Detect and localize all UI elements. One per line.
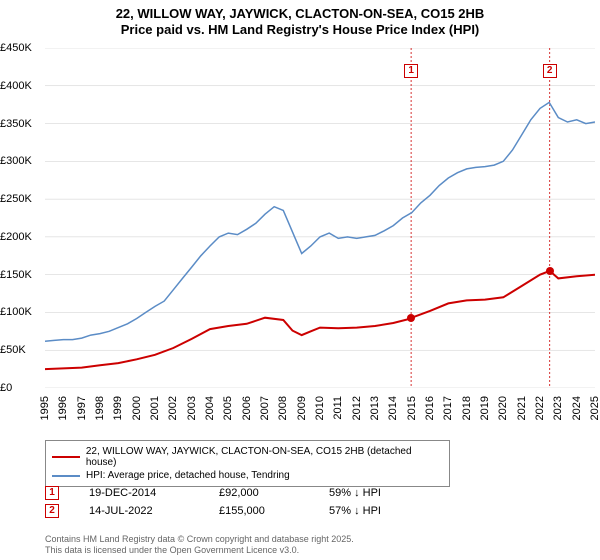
legend-swatch-property — [52, 456, 80, 458]
x-tick-label: 2017 — [442, 396, 454, 420]
sale-price: £92,000 — [219, 487, 299, 499]
x-tick-label: 1998 — [94, 396, 106, 420]
sale-delta-vs-hpi: 57% ↓ HPI — [329, 505, 429, 517]
footer-line-1: Contains HM Land Registry data © Crown c… — [45, 534, 354, 545]
x-tick-label: 2014 — [387, 396, 399, 420]
x-tick-label: 2007 — [259, 396, 271, 420]
x-tick-label: 1997 — [76, 396, 88, 420]
x-tick-label: 1999 — [112, 396, 124, 420]
x-tick-label: 2025 — [589, 396, 600, 420]
x-tick-label: 2018 — [461, 396, 473, 420]
gridlines — [45, 48, 595, 388]
x-tick-label: 2016 — [424, 396, 436, 420]
x-tick-label: 2001 — [149, 396, 161, 420]
x-tick-label: 2012 — [351, 396, 363, 420]
x-tick-label: 2003 — [186, 396, 198, 420]
chart-svg — [45, 48, 595, 388]
sale-date: 14-JUL-2022 — [89, 505, 189, 517]
x-tick-label: 2021 — [516, 396, 528, 420]
legend-label-hpi: HPI: Average price, detached house, Tend… — [86, 470, 290, 481]
x-tick-label: 2002 — [167, 396, 179, 420]
sale-point-dot — [546, 267, 554, 275]
x-tick-label: 2023 — [552, 396, 564, 420]
x-tick-label: 2022 — [534, 396, 546, 420]
sales-table-row: 2 14-JUL-2022 £155,000 57% ↓ HPI — [45, 502, 565, 520]
y-axis-labels: £0£50K£100K£150K£200K£250K£300K£350K£400… — [0, 48, 45, 388]
sale-date: 19-DEC-2014 — [89, 487, 189, 499]
sale-point-dot — [407, 314, 415, 322]
x-tick-label: 2000 — [131, 396, 143, 420]
x-tick-label: 2006 — [241, 396, 253, 420]
x-axis-labels: 1995199619971998199920002001200220032004… — [45, 392, 595, 440]
sales-table: 1 19-DEC-2014 £92,000 59% ↓ HPI 2 14-JUL-2022… — [45, 484, 565, 520]
sale-marker-box: 1 — [404, 64, 418, 78]
sale-price: £155,000 — [219, 505, 299, 517]
title-line-2: Price paid vs. HM Land Registry's House … — [0, 22, 600, 38]
x-tick-label: 2008 — [277, 396, 289, 420]
x-tick-label: 2024 — [571, 396, 583, 420]
legend: 22, WILLOW WAY, JAYWICK, CLACTON-ON-SEA,… — [45, 440, 450, 487]
sales-table-row: 1 19-DEC-2014 £92,000 59% ↓ HPI — [45, 484, 565, 502]
hpi-series-line — [45, 102, 595, 341]
property-series-line — [45, 271, 595, 369]
legend-row-property: 22, WILLOW WAY, JAYWICK, CLACTON-ON-SEA,… — [52, 445, 443, 469]
title-line-1: 22, WILLOW WAY, JAYWICK, CLACTON-ON-SEA,… — [0, 6, 600, 22]
x-tick-label: 2013 — [369, 396, 381, 420]
x-tick-label: 2011 — [332, 396, 344, 420]
legend-label-property: 22, WILLOW WAY, JAYWICK, CLACTON-ON-SEA,… — [86, 446, 443, 468]
chart-title: 22, WILLOW WAY, JAYWICK, CLACTON-ON-SEA,… — [0, 0, 600, 39]
x-tick-label: 2004 — [204, 396, 216, 420]
x-tick-label: 2010 — [314, 396, 326, 420]
x-tick-label: 2009 — [296, 396, 308, 420]
legend-row-hpi: HPI: Average price, detached house, Tend… — [52, 469, 443, 482]
x-tick-label: 1995 — [39, 396, 51, 420]
sale-row-marker: 2 — [45, 504, 59, 518]
x-tick-label: 1996 — [57, 396, 69, 420]
chart-plot-area: 12 — [45, 48, 595, 388]
sale-vertical-lines — [411, 48, 550, 388]
footer-line-2: This data is licensed under the Open Gov… — [45, 545, 354, 556]
x-tick-label: 2005 — [222, 396, 234, 420]
legend-swatch-hpi — [52, 475, 80, 477]
x-tick-label: 2015 — [406, 396, 418, 420]
x-tick-label: 2019 — [479, 396, 491, 420]
sale-row-marker: 1 — [45, 486, 59, 500]
x-tick-label: 2020 — [497, 396, 509, 420]
sale-delta-vs-hpi: 59% ↓ HPI — [329, 487, 429, 499]
sale-marker-box: 2 — [543, 64, 557, 78]
footer-attribution: Contains HM Land Registry data © Crown c… — [45, 534, 354, 556]
